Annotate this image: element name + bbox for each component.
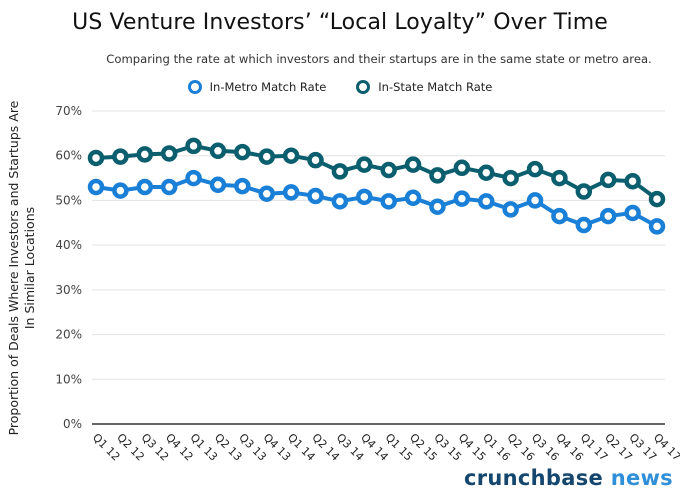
data-point[interactable] [648, 190, 666, 208]
data-point[interactable] [551, 207, 568, 225]
legend-marker-metro-icon [187, 80, 202, 94]
data-point[interactable] [526, 160, 544, 178]
legend-marker-state-icon [356, 80, 371, 94]
data-point[interactable] [282, 147, 300, 164]
data-point[interactable] [136, 178, 154, 196]
series-in-metro [87, 169, 666, 235]
data-point[interactable] [478, 193, 495, 210]
legend-label-metro: In-Metro Match Rate [209, 80, 327, 94]
data-point[interactable] [429, 198, 446, 215]
data-point[interactable] [112, 148, 129, 165]
data-point[interactable] [185, 137, 202, 155]
logo-news: news [610, 466, 673, 490]
y-tick-label: 20% [55, 328, 82, 342]
data-point[interactable] [87, 178, 105, 196]
data-point[interactable] [404, 156, 422, 173]
data-point[interactable] [380, 193, 397, 210]
data-point[interactable] [258, 148, 275, 165]
y-tick-label: 50% [55, 193, 82, 207]
data-point[interactable] [160, 178, 178, 196]
y-tick-label: 70% [55, 104, 82, 118]
data-point[interactable] [160, 145, 178, 162]
x-tick-label: Q4 17 [651, 431, 680, 464]
chart-title: US Venture Investors’ “Local Loyalty” Ov… [72, 10, 608, 35]
y-tick-label: 30% [55, 283, 82, 297]
data-point[interactable] [356, 188, 373, 206]
data-point[interactable] [526, 192, 544, 209]
data-point[interactable] [502, 201, 519, 218]
data-point[interactable] [87, 149, 105, 167]
data-point[interactable] [307, 187, 324, 205]
data-point[interactable] [599, 207, 617, 225]
data-point[interactable] [234, 177, 251, 195]
data-point[interactable] [599, 171, 617, 189]
series-in-state [87, 137, 666, 208]
data-point[interactable] [331, 163, 349, 180]
data-point[interactable] [209, 142, 227, 160]
y-tick-labels: 0% 10% 20% 30% 40% 50% 60% 70% [55, 104, 82, 431]
legend: In-Metro Match Rate In-State Match Rate [0, 80, 680, 94]
data-point[interactable] [624, 204, 641, 222]
y-tick-label: 10% [55, 372, 82, 386]
legend-item-state[interactable]: In-State Match Rate [356, 80, 492, 94]
data-point[interactable] [624, 172, 641, 190]
data-point[interactable] [404, 189, 422, 206]
data-point[interactable] [551, 169, 568, 187]
data-point[interactable] [112, 182, 129, 199]
y-tick-label: 40% [55, 238, 82, 252]
data-point[interactable] [575, 183, 593, 200]
data-point[interactable] [282, 184, 300, 201]
legend-label-state: In-State Match Rate [378, 80, 493, 94]
data-point[interactable] [453, 159, 471, 177]
data-point[interactable] [429, 167, 446, 184]
data-point[interactable] [575, 216, 593, 234]
logo-crunchbase: crunchbase [464, 466, 604, 490]
data-point[interactable] [185, 169, 202, 187]
data-point[interactable] [502, 169, 519, 187]
y-tick-label: 60% [55, 149, 82, 163]
data-point[interactable] [478, 164, 495, 181]
data-point[interactable] [234, 143, 251, 161]
legend-item-metro[interactable]: In-Metro Match Rate [187, 80, 327, 94]
gridlines [92, 110, 665, 425]
data-point[interactable] [331, 193, 349, 210]
series-group [87, 137, 666, 235]
data-point[interactable] [136, 146, 154, 163]
data-point[interactable] [209, 176, 227, 194]
chart-subtitle: Comparing the rate at which investors an… [106, 52, 652, 66]
data-point[interactable] [307, 151, 324, 169]
series-line [95, 143, 659, 201]
data-point[interactable] [356, 156, 373, 173]
data-point[interactable] [453, 190, 471, 207]
data-point[interactable] [648, 218, 666, 235]
y-tick-label: 0% [63, 417, 82, 431]
crunchbase-news-logo: crunchbase news [464, 466, 673, 490]
data-point[interactable] [258, 185, 275, 202]
data-point[interactable] [380, 161, 397, 179]
